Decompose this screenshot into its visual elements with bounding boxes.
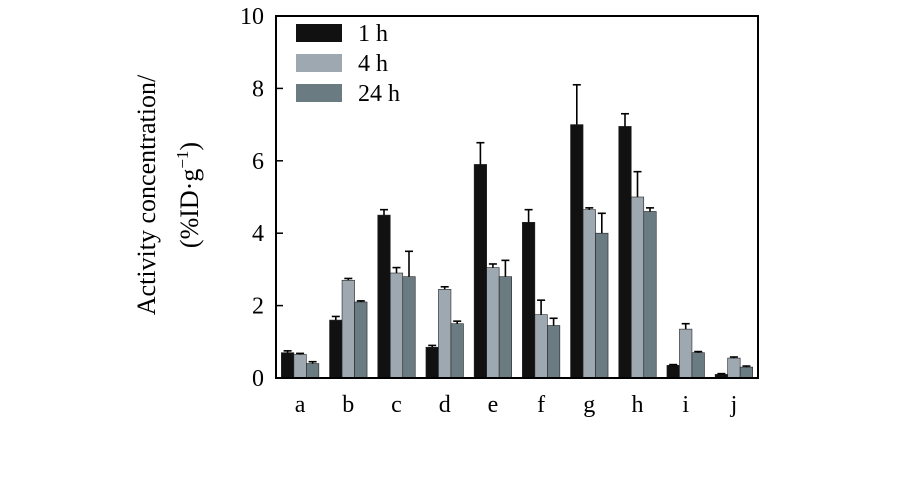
y-tick-label: 2 [252,294,264,320]
error-bars-layer [283,83,751,375]
bar [595,232,609,379]
legend-swatch [296,54,342,72]
y-axis-title-unit: (%ID·g [175,169,204,248]
legend: 1 h 4 h 24 h [296,21,400,107]
bar [425,346,439,379]
bar [691,352,705,379]
x-category-label: j [730,392,738,418]
bar [679,328,693,379]
x-category-label: c [391,392,402,418]
bar [329,319,343,379]
bar [666,365,680,379]
bar [582,209,596,379]
y-ticks-layer: 0 2 4 6 8 10 [240,4,283,392]
legend-label: 4 h [358,51,388,77]
x-category-label: b [342,392,354,418]
bars-layer [281,124,753,379]
bar [293,354,307,379]
legend-label: 24 h [358,81,400,107]
y-tick-label: 6 [252,149,264,175]
bar [498,276,512,379]
bar [402,276,416,379]
x-category-label: a [295,392,306,418]
y-tick-label: 10 [240,4,264,30]
y-axis-title-line2: (%ID·g−1) [173,142,204,248]
legend-swatch [296,24,342,42]
bar [643,211,657,379]
y-tick-label: 4 [252,221,264,247]
bar [727,357,741,379]
bar [534,314,548,379]
bar [281,352,295,379]
y-tick-label: 8 [252,76,264,102]
x-category-label: g [583,392,595,418]
bar [341,279,355,379]
bar [473,164,487,379]
bar [450,323,464,379]
bar [522,222,536,379]
bar [354,301,368,379]
bar [438,289,452,379]
bar [389,272,404,379]
bar [630,196,645,379]
x-category-label: h [632,392,644,418]
x-category-label: i [682,392,689,418]
legend-label: 1 h [358,21,388,47]
bar [306,363,320,379]
y-axis-title-superscript: −1 [173,151,192,169]
plot-frame [275,15,759,379]
x-category-label: e [488,392,499,418]
x-category-label: f [537,392,545,418]
bar [618,126,632,379]
legend-swatch [296,84,342,102]
bar [739,366,753,379]
y-axis-title-line1: Activity concentration/ [132,74,161,315]
bar [547,325,561,379]
y-axis-title-close: ) [175,142,204,151]
y-tick-label: 0 [252,366,264,392]
bar [486,267,500,379]
bar [570,124,584,379]
bar [377,214,391,379]
x-categories-layer: a b c d e f g h i j [295,392,737,418]
x-category-label: d [439,392,451,418]
